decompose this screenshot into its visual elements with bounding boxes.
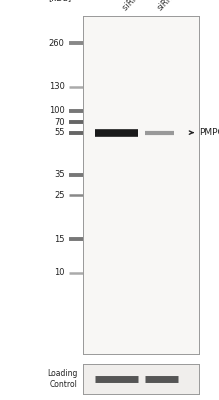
- Text: [kDa]: [kDa]: [48, 0, 72, 2]
- Text: 70: 70: [54, 118, 65, 127]
- Text: 35: 35: [54, 170, 65, 179]
- Text: 10: 10: [54, 268, 65, 277]
- Text: siRNA ctrl: siRNA ctrl: [121, 0, 156, 13]
- Text: 25: 25: [54, 191, 65, 200]
- Text: 100%: 100%: [103, 372, 131, 382]
- Text: 100: 100: [49, 106, 65, 115]
- Text: 48%: 48%: [148, 372, 169, 382]
- Text: siRNA#1: siRNA#1: [156, 0, 188, 13]
- Text: 15: 15: [54, 234, 65, 244]
- Text: PMPCA: PMPCA: [199, 128, 219, 137]
- Text: 260: 260: [49, 38, 65, 48]
- Text: 55: 55: [54, 128, 65, 137]
- Text: 130: 130: [49, 82, 65, 92]
- Text: Loading
Control: Loading Control: [47, 369, 78, 390]
